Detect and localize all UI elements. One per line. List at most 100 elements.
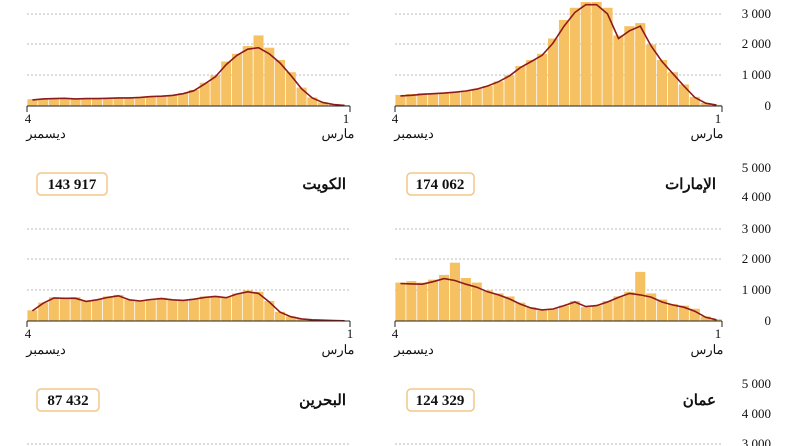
daily-case-bar — [406, 94, 417, 106]
y-axis-row-1: 3 000 2 000 1 000 0 5 000 4 000 — [742, 6, 771, 204]
daily-case-bar — [657, 60, 668, 106]
uae-total-box — [406, 172, 475, 196]
daily-case-bar — [199, 82, 210, 106]
uae-x-end-label: 1 — [715, 111, 722, 126]
daily-case-bar — [580, 2, 591, 106]
daily-case-bar — [38, 98, 49, 106]
daily-case-bar — [526, 307, 537, 321]
daily-case-bar — [471, 282, 482, 321]
daily-case-bar — [285, 72, 296, 106]
y-tick-label: 0 — [765, 313, 772, 328]
daily-case-bar — [232, 53, 242, 106]
daily-case-bar — [624, 291, 635, 321]
daily-case-bar — [689, 308, 700, 321]
daily-case-bar — [135, 301, 146, 321]
daily-case-bar — [417, 93, 428, 106]
kuwait-x-start-month: ديسمبر — [25, 126, 66, 142]
daily-case-bar — [145, 298, 156, 321]
oman-total: 124 329 — [416, 393, 465, 409]
daily-case-bar — [537, 53, 548, 106]
daily-case-bar — [210, 295, 221, 321]
daily-case-bar — [591, 2, 602, 106]
daily-case-bar — [156, 95, 167, 106]
daily-case-bar — [635, 271, 646, 321]
daily-case-bar — [504, 296, 515, 321]
daily-case-bar — [70, 98, 81, 106]
daily-case-bar — [38, 302, 49, 321]
daily-case-bar — [395, 94, 406, 106]
daily-case-bar — [221, 297, 232, 321]
y-tick-label: 5 000 — [742, 160, 771, 175]
y-tick-label: 3 000 — [742, 6, 771, 21]
y-tick-label: 1 000 — [742, 282, 771, 297]
daily-case-bar — [460, 278, 471, 321]
bahrain-title: البحرين — [299, 391, 346, 409]
daily-case-bar — [92, 98, 102, 106]
daily-case-bar — [264, 47, 275, 106]
bahrain-x-start-label: 4 — [25, 326, 32, 341]
daily-case-bar — [591, 305, 602, 321]
daily-case-bar — [70, 297, 81, 321]
daily-case-bar — [113, 294, 124, 321]
daily-case-bar — [48, 297, 59, 321]
uae-x-start-label: 4 — [392, 111, 399, 126]
daily-case-bar — [199, 296, 210, 321]
daily-case-bar — [678, 305, 689, 321]
daily-case-bar — [460, 90, 471, 106]
y-axis-row-2: 3 000 2 000 1 000 0 5 000 4 000 3 000 — [742, 221, 771, 446]
daily-case-bar — [471, 88, 482, 106]
daily-case-bar — [548, 38, 559, 106]
y-tick-label: 4 000 — [742, 406, 771, 421]
y-tick-label: 0 — [765, 98, 772, 113]
daily-case-bar — [526, 60, 537, 106]
y-tick-label: 2 000 — [742, 36, 771, 51]
y-tick-label: 3 000 — [742, 221, 771, 236]
panel-kuwait: 4 ديسمبر 1 مارس الكويت 143 917 — [25, 13, 355, 196]
daily-case-bar — [548, 308, 559, 321]
daily-case-bar — [167, 299, 178, 321]
daily-case-bar — [515, 66, 526, 106]
oman-x-end-month: مارس — [690, 342, 723, 358]
daily-case-bar — [667, 72, 678, 106]
daily-case-bar — [504, 75, 515, 106]
y-tick-label: 4 000 — [742, 189, 771, 204]
daily-case-bar — [178, 300, 189, 321]
daily-case-bar — [602, 301, 613, 321]
uae-title: الإمارات — [665, 175, 716, 193]
daily-case-bar — [253, 291, 264, 321]
daily-case-bar — [449, 91, 460, 106]
bahrain-trend-line — [31, 290, 345, 322]
kuwait-title: الكويت — [302, 175, 346, 193]
daily-case-bar — [221, 61, 232, 106]
uae-gridlines — [395, 13, 722, 76]
daily-case-bar — [275, 60, 285, 106]
daily-case-bar — [646, 44, 657, 106]
daily-case-bar — [188, 90, 199, 106]
daily-case-bar — [307, 97, 318, 106]
daily-case-bar — [493, 293, 504, 321]
oman-total-box — [406, 388, 475, 412]
daily-case-bar — [285, 316, 296, 321]
daily-case-bar — [482, 86, 493, 106]
daily-case-bar — [102, 98, 113, 106]
daily-case-bar — [27, 99, 38, 106]
daily-case-bar — [124, 97, 135, 106]
daily-case-bar — [264, 301, 275, 321]
uae-trend-line — [400, 3, 717, 106]
daily-case-bar — [417, 282, 428, 321]
panel-uae: 4 ديسمبر 1 مارس الإمارات 174 062 — [392, 2, 724, 196]
daily-case-bar — [711, 104, 722, 106]
panel-bahrain: 4 ديسمبر 1 مارس البحرين 87 432 — [25, 228, 355, 412]
kuwait-total: 143 917 — [48, 177, 97, 193]
oman-x-start-month: ديسمبر — [393, 342, 434, 358]
bahrain-x-end-month: مارس — [321, 342, 354, 358]
daily-case-bar — [59, 298, 70, 321]
daily-case-bar — [515, 302, 526, 321]
daily-case-bar — [700, 316, 711, 321]
daily-case-bar — [569, 7, 580, 106]
daily-case-bar — [48, 98, 59, 106]
daily-case-bar — [428, 279, 439, 321]
daily-case-bar — [178, 93, 189, 106]
kuwait-total-box — [36, 172, 108, 196]
